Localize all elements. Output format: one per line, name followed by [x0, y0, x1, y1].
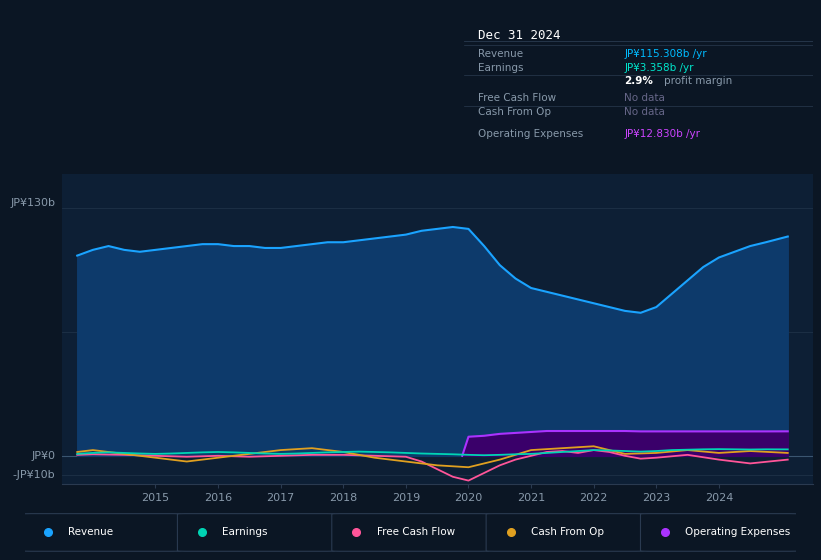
- Text: JP¥115.308b /yr: JP¥115.308b /yr: [624, 49, 707, 59]
- Text: Earnings: Earnings: [478, 63, 523, 73]
- Text: -JP¥10b: -JP¥10b: [13, 470, 56, 480]
- Text: 2.9%: 2.9%: [624, 77, 654, 86]
- Text: profit margin: profit margin: [664, 77, 733, 86]
- Text: Revenue: Revenue: [68, 528, 113, 538]
- Text: JP¥12.830b /yr: JP¥12.830b /yr: [624, 129, 700, 139]
- Text: Operating Expenses: Operating Expenses: [478, 129, 583, 139]
- Text: Free Cash Flow: Free Cash Flow: [377, 528, 455, 538]
- FancyBboxPatch shape: [640, 514, 798, 551]
- FancyBboxPatch shape: [177, 514, 335, 551]
- Text: Operating Expenses: Operating Expenses: [686, 528, 791, 538]
- Text: Dec 31 2024: Dec 31 2024: [478, 29, 560, 42]
- Text: Revenue: Revenue: [478, 49, 523, 59]
- Text: Cash From Op: Cash From Op: [531, 528, 604, 538]
- Text: No data: No data: [624, 108, 665, 117]
- Text: JP¥3.358b /yr: JP¥3.358b /yr: [624, 63, 694, 73]
- FancyBboxPatch shape: [23, 514, 181, 551]
- Text: Cash From Op: Cash From Op: [478, 108, 551, 117]
- FancyBboxPatch shape: [486, 514, 644, 551]
- Text: No data: No data: [624, 94, 665, 104]
- Text: JP¥0: JP¥0: [31, 451, 56, 461]
- FancyBboxPatch shape: [332, 514, 489, 551]
- Text: JP¥130b: JP¥130b: [11, 198, 56, 208]
- Text: Earnings: Earnings: [222, 528, 268, 538]
- Text: Free Cash Flow: Free Cash Flow: [478, 94, 556, 104]
